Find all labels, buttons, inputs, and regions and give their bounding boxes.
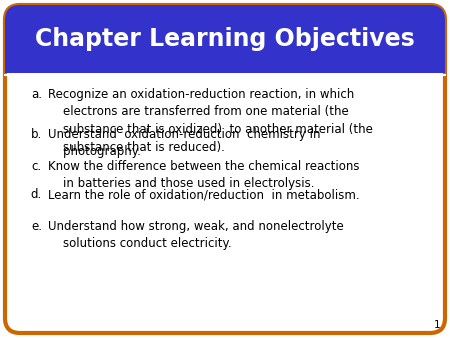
FancyBboxPatch shape — [5, 5, 445, 333]
Text: b.: b. — [31, 128, 42, 141]
Text: d.: d. — [31, 188, 42, 201]
Text: Know the difference between the chemical reactions
    in batteries and those us: Know the difference between the chemical… — [48, 160, 360, 191]
Text: Chapter Learning Objectives: Chapter Learning Objectives — [35, 27, 415, 51]
Text: e.: e. — [31, 220, 42, 233]
Text: 1: 1 — [433, 320, 440, 330]
Text: Understand how strong, weak, and nonelectrolyte
    solutions conduct electricit: Understand how strong, weak, and nonelec… — [48, 220, 344, 250]
Text: a.: a. — [31, 88, 42, 101]
FancyBboxPatch shape — [5, 5, 445, 73]
Text: Understand  oxidation-reduction  chemistry in
    photography.: Understand oxidation-reduction chemistry… — [48, 128, 320, 159]
Text: Recognize an oxidation-reduction reaction, in which
    electrons are transferre: Recognize an oxidation-reduction reactio… — [48, 88, 373, 153]
Bar — [5, 53, 445, 73]
Text: c.: c. — [32, 160, 42, 173]
Text: Learn the role of oxidation/reduction  in metabolism.: Learn the role of oxidation/reduction in… — [48, 188, 360, 201]
